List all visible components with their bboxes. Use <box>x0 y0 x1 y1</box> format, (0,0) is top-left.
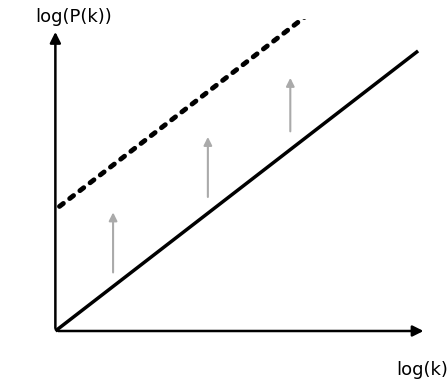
Text: log(P(k)): log(P(k)) <box>35 8 112 26</box>
Text: log(k): log(k) <box>396 361 448 379</box>
